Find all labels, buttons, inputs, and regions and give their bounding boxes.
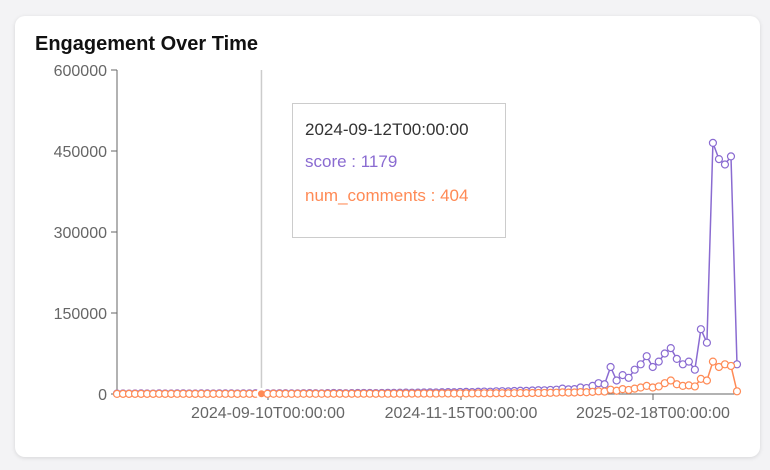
chart-title: Engagement Over Time bbox=[35, 33, 259, 55]
data-point-score[interactable] bbox=[714, 155, 724, 164]
data-point-score[interactable] bbox=[636, 360, 645, 369]
data-point-score[interactable] bbox=[672, 354, 681, 363]
data-point-score[interactable] bbox=[702, 338, 712, 347]
data-point-score[interactable] bbox=[648, 362, 657, 372]
data-point-score[interactable] bbox=[690, 365, 699, 374]
data-point-num_comments[interactable] bbox=[654, 382, 663, 391]
data-point-num_comments[interactable] bbox=[726, 361, 736, 371]
tooltip: 2024-09-12T00:00:00 score : 1179 num_com… bbox=[292, 103, 506, 238]
data-point-score[interactable] bbox=[726, 152, 736, 161]
x-tick-label: 2024-09-10T00:00:00 bbox=[191, 405, 345, 422]
axes: 0 150000 300000 450000 600000 2024-09-10T00:0… bbox=[54, 63, 737, 422]
data-point-score[interactable] bbox=[720, 160, 730, 169]
line-chart[interactable]: 0 150000 300000 450000 600000 2024-09-10T00:0… bbox=[15, 16, 760, 457]
data-point-score[interactable] bbox=[642, 352, 651, 361]
x-tick-label: 2024-11-15T00:00:00 bbox=[385, 405, 538, 422]
data-point-score[interactable] bbox=[666, 344, 675, 353]
y-tick-label: 600000 bbox=[54, 63, 107, 80]
y-tick-label: 450000 bbox=[54, 144, 107, 161]
data-point-score[interactable] bbox=[612, 376, 621, 385]
data-point-num_comments[interactable] bbox=[702, 376, 712, 385]
y-tick-label: 300000 bbox=[54, 225, 107, 242]
data-point-score[interactable] bbox=[630, 365, 639, 374]
y-tick-label: 0 bbox=[98, 387, 107, 404]
data-point-num_comments[interactable] bbox=[732, 387, 742, 396]
data-point-score[interactable] bbox=[684, 357, 693, 366]
tooltip-score: score : 1179 bbox=[305, 152, 398, 171]
data-point-num_comments[interactable] bbox=[708, 357, 718, 366]
data-point-num_comments[interactable] bbox=[690, 382, 699, 391]
chart-card: Engagement Over Time 0 150000 300000 450000… bbox=[15, 16, 760, 457]
data-point-num_comments[interactable] bbox=[666, 376, 675, 385]
data-point-score[interactable] bbox=[708, 138, 718, 148]
data-point-score[interactable] bbox=[600, 380, 609, 389]
y-tick-label: 150000 bbox=[54, 306, 107, 323]
series-layer bbox=[112, 138, 742, 400]
data-point-score[interactable] bbox=[660, 349, 669, 358]
data-point-score[interactable] bbox=[606, 362, 615, 372]
data-point-score[interactable] bbox=[654, 357, 663, 366]
tooltip-label: 2024-09-12T00:00:00 bbox=[305, 120, 469, 139]
tooltip-num-comments: num_comments : 404 bbox=[305, 186, 469, 205]
x-tick-label: 2025-02-18T00:00:00 bbox=[576, 405, 730, 422]
data-point-score[interactable] bbox=[696, 325, 705, 334]
data-point-score[interactable] bbox=[624, 373, 633, 382]
